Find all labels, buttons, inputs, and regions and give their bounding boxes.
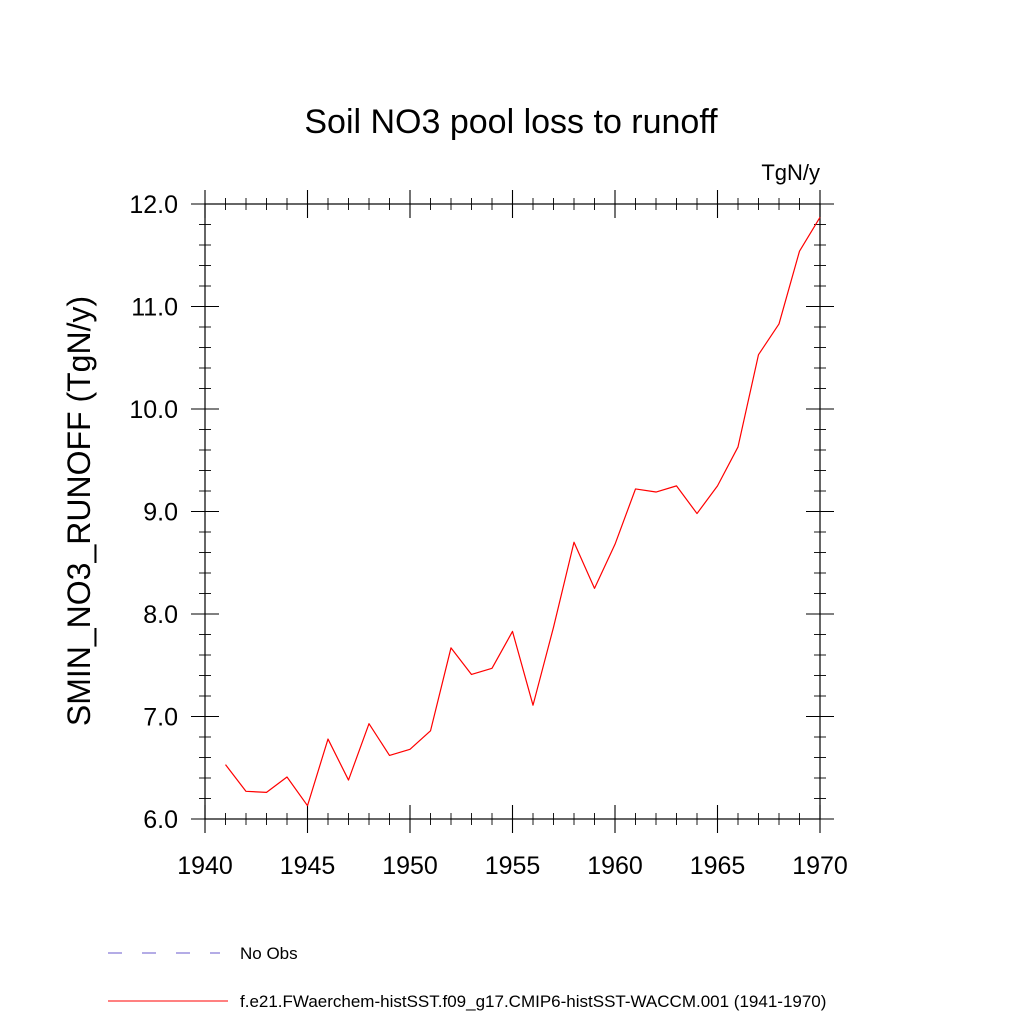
y-tick-label: 12.0 bbox=[129, 191, 178, 219]
x-tick-labels: 1940 1945 1950 1955 1960 1965 1970 bbox=[177, 852, 848, 880]
plot-frame bbox=[204, 203, 821, 820]
legend: No Obs f.e21.FWaerchem-histSST.f09_g17.C… bbox=[108, 944, 826, 1011]
x-tick-label: 1970 bbox=[792, 852, 848, 880]
x-tick-label: 1945 bbox=[280, 852, 336, 880]
units-label: TgN/y bbox=[761, 160, 820, 185]
y-tick-label: 6.0 bbox=[143, 806, 178, 834]
major-ticks bbox=[191, 190, 834, 833]
legend-label-model-run: f.e21.FWaerchem-histSST.f09_g17.CMIP6-hi… bbox=[240, 992, 826, 1011]
x-tick-label: 1965 bbox=[690, 852, 746, 880]
y-axis-label: SMIN_NO3_RUNOFF (TgN/y) bbox=[61, 296, 97, 726]
x-tick-label: 1940 bbox=[177, 852, 233, 880]
y-tick-label: 8.0 bbox=[143, 601, 178, 629]
y-tick-labels: 6.0 7.0 8.0 9.0 10.0 11.0 12.0 bbox=[129, 191, 178, 834]
x-tick-label: 1960 bbox=[587, 852, 643, 880]
legend-label-no-obs: No Obs bbox=[240, 944, 298, 963]
series-layer bbox=[225, 217, 821, 807]
chart-title: Soil NO3 pool loss to runoff bbox=[304, 103, 718, 141]
minor-ticks bbox=[199, 198, 826, 825]
x-tick-label: 1955 bbox=[485, 852, 541, 880]
series-line-0 bbox=[225, 217, 821, 807]
y-tick-label: 9.0 bbox=[143, 499, 178, 527]
x-tick-label: 1950 bbox=[382, 852, 438, 880]
plot-border bbox=[204, 203, 821, 820]
y-tick-label: 7.0 bbox=[143, 704, 178, 732]
y-tick-label: 10.0 bbox=[129, 396, 178, 424]
y-tick-label: 11.0 bbox=[131, 294, 178, 322]
